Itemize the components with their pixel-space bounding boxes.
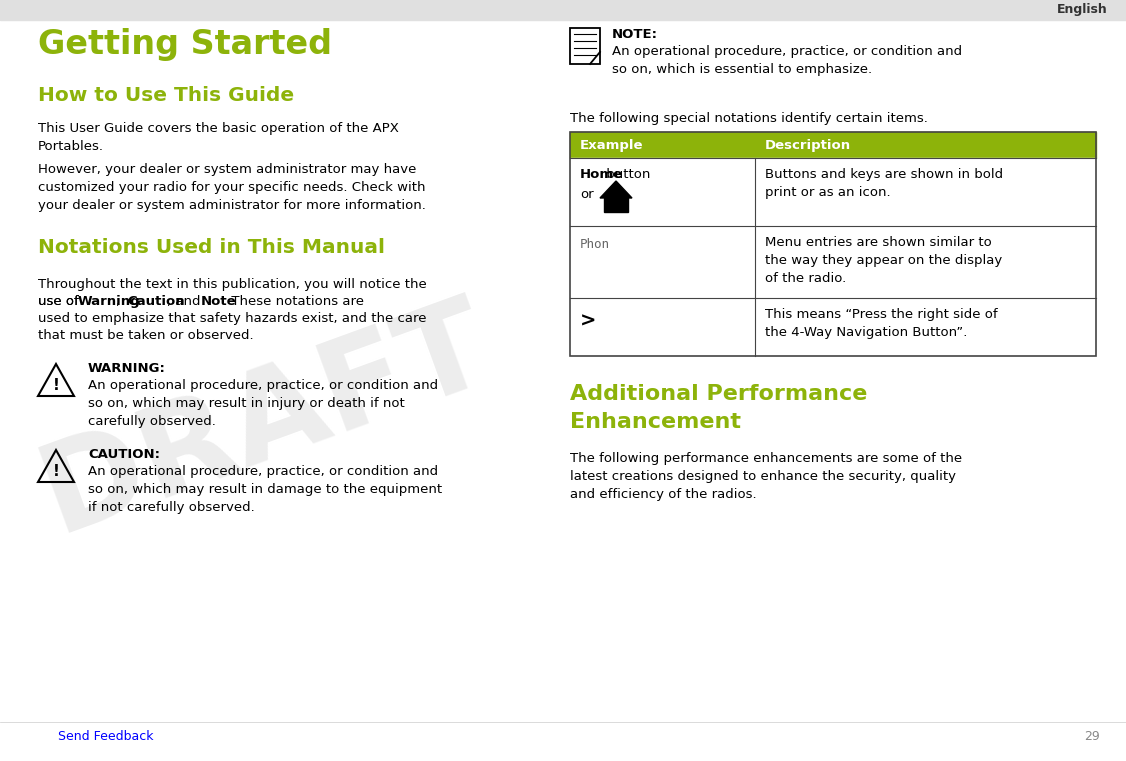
Text: Buttons and keys are shown in bold
print or as an icon.: Buttons and keys are shown in bold print… — [765, 168, 1003, 199]
Text: Example: Example — [580, 139, 643, 151]
Text: An operational procedure, practice, or condition and
so on, which may result in : An operational procedure, practice, or c… — [88, 465, 443, 514]
Text: Getting Started: Getting Started — [38, 28, 332, 61]
Text: CAUTION:: CAUTION: — [88, 448, 160, 461]
Polygon shape — [600, 181, 632, 198]
Text: ,: , — [116, 295, 125, 308]
Text: Notations Used in This Manual: Notations Used in This Manual — [38, 238, 385, 257]
Text: 29: 29 — [1084, 730, 1100, 743]
Text: use of: use of — [38, 295, 83, 308]
Text: that must be taken or observed.: that must be taken or observed. — [38, 329, 253, 342]
Text: >: > — [580, 312, 597, 331]
Text: Send Feedback: Send Feedback — [59, 730, 153, 743]
Text: An operational procedure, practice, or condition and
so on, which may result in : An operational procedure, practice, or c… — [88, 379, 438, 428]
Text: This means “Press the right side of
the 4-Way Navigation Button”.: This means “Press the right side of the … — [765, 308, 998, 339]
Text: However, your dealer or system administrator may have
customized your radio for : However, your dealer or system administr… — [38, 163, 426, 212]
Text: Caution: Caution — [127, 295, 185, 308]
Text: Description: Description — [765, 139, 851, 151]
Text: The following performance enhancements are some of the
latest creations designed: The following performance enhancements a… — [570, 452, 962, 501]
Text: use of: use of — [38, 295, 83, 308]
Text: How to Use This Guide: How to Use This Guide — [38, 86, 294, 105]
Text: Phon: Phon — [580, 238, 610, 251]
Text: . These notations are: . These notations are — [223, 295, 364, 308]
Bar — [570, 132, 1096, 158]
Text: WARNING:: WARNING: — [88, 362, 166, 375]
Bar — [570, 158, 1096, 226]
Text: , and: , and — [167, 295, 205, 308]
Text: used to emphasize that safety hazards exist, and the care: used to emphasize that safety hazards ex… — [38, 312, 427, 325]
Text: DRAFT: DRAFT — [25, 283, 506, 557]
Text: button: button — [602, 168, 651, 181]
Text: An operational procedure, practice, or condition and
so on, which is essential t: An operational procedure, practice, or c… — [613, 45, 962, 76]
Text: The following special notations identify certain items.: The following special notations identify… — [570, 112, 928, 125]
Text: !: ! — [53, 464, 60, 479]
Text: English: English — [1057, 4, 1108, 17]
Bar — [570, 132, 1096, 356]
Text: or: or — [580, 188, 593, 201]
Text: Home: Home — [580, 168, 623, 181]
Text: Throughout the text in this publication, you will notice the: Throughout the text in this publication,… — [38, 278, 427, 291]
Bar — [604, 198, 628, 212]
Text: Additional Performance: Additional Performance — [570, 384, 867, 404]
Text: NOTE:: NOTE: — [613, 28, 658, 41]
Text: This User Guide covers the basic operation of the APX
Portables.: This User Guide covers the basic operati… — [38, 122, 399, 153]
Text: !: ! — [53, 377, 60, 393]
Bar — [570, 226, 1096, 298]
Text: Enhancement: Enhancement — [570, 412, 741, 432]
Bar — [570, 298, 1096, 356]
Text: Note: Note — [200, 295, 236, 308]
Text: Menu entries are shown similar to
the way they appear on the display
of the radi: Menu entries are shown similar to the wa… — [765, 236, 1002, 285]
Bar — [0, 0, 1126, 20]
Text: Warning: Warning — [78, 295, 140, 308]
